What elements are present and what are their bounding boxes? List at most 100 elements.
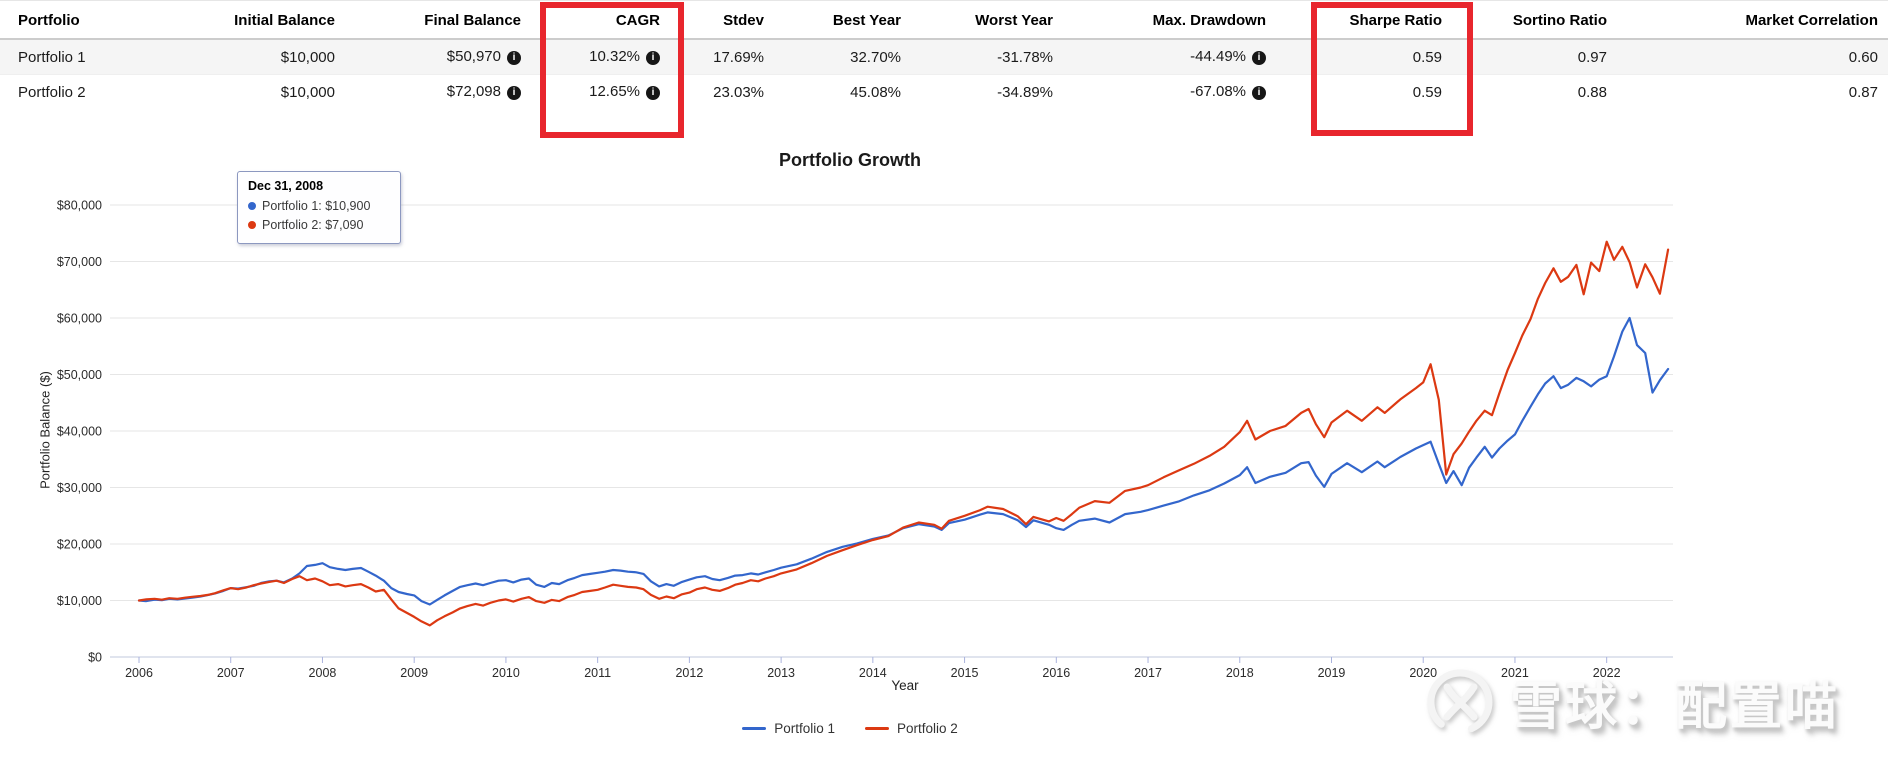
column-header: Final Balance [424, 12, 521, 29]
x-tick-label: 2016 [1042, 666, 1070, 680]
table-cell: -67.08% i [1063, 75, 1276, 110]
x-tick-label: 2022 [1593, 666, 1621, 680]
y-tick-label: $0 [88, 651, 102, 665]
table-row: Portfolio 1 $10,000 $50,970 i 10.32% i 17.69% 3… [0, 39, 1888, 75]
column-header: Portfolio [18, 12, 80, 29]
cell-value: 0.60 [1848, 48, 1878, 66]
column-header: Best Year [832, 12, 901, 29]
y-axis-title: Portfolio Balance ($) [37, 371, 53, 489]
legend-line-icon [742, 727, 767, 730]
x-tick-label: 2009 [400, 666, 428, 680]
x-axis-title: Year [891, 678, 919, 693]
cell-value: 0.59 [1412, 83, 1442, 101]
cell-value: 23.03% [713, 83, 764, 101]
column-header: Stdev [723, 12, 764, 29]
cell-value: -31.78% [997, 48, 1053, 66]
series-dot-icon [248, 221, 256, 230]
cell-value: 0.59 [1412, 48, 1442, 66]
cell-value: $72,098 [446, 83, 501, 100]
column-header: Market Correlation [1745, 12, 1878, 29]
table-cell: 0.97 [1452, 39, 1617, 75]
table-cell: -31.78% [911, 39, 1063, 75]
x-tick-label: 2011 [584, 666, 611, 680]
cell-value: Portfolio 1 [18, 48, 86, 66]
column-header: Sortino Ratio [1512, 12, 1607, 29]
x-tick-label: 2007 [217, 666, 245, 680]
table-cell: 23.03% [670, 75, 774, 110]
table-cell: Portfolio 2 [0, 75, 170, 110]
table-cell: 0.59 [1276, 75, 1452, 110]
tooltip-entry-text: Portfolio 2: $7,090 [262, 217, 364, 232]
tooltip-entry-text: Portfolio 1: $10,900 [262, 199, 371, 213]
cell-value: $10,000 [280, 83, 335, 101]
x-tick-label: 2014 [859, 666, 887, 680]
legend-item-portfolio-1: Portfolio 1 [742, 721, 835, 736]
cell-value: 0.97 [1577, 48, 1607, 66]
info-icon[interactable]: i [507, 51, 521, 65]
cell-value: Portfolio 2 [18, 83, 86, 101]
cell-value: 32.70% [850, 48, 901, 66]
table-cell: 17.69% [670, 39, 774, 75]
table-cell: $10,000 [170, 39, 345, 75]
info-icon[interactable]: i [1252, 51, 1266, 65]
portfolio-2-line[interactable] [137, 240, 1670, 627]
cagr-highlight-box [540, 2, 684, 138]
x-tick-label: 2015 [951, 666, 979, 680]
cell-value: 10.32% [589, 48, 640, 65]
chart-title: Portfolio Growth [779, 150, 921, 170]
info-icon[interactable]: i [507, 86, 521, 100]
cell-value: 0.87 [1848, 83, 1878, 101]
x-tick-label: 2020 [1409, 666, 1437, 680]
y-tick-label: $10,000 [57, 594, 102, 608]
chart-legend: Portfolio 1 Portfolio 2 [110, 721, 1590, 736]
table-cell: 0.60 [1617, 39, 1888, 75]
info-icon[interactable]: i [646, 86, 660, 100]
table-cell: Portfolio 1 [0, 39, 170, 75]
table-cell: 32.70% [774, 39, 911, 75]
portfolio-1-line[interactable] [137, 316, 1670, 606]
table-cell: -34.89% [911, 75, 1063, 110]
table-cell: 0.87 [1617, 75, 1888, 110]
info-icon[interactable]: i [646, 51, 660, 65]
cell-value: 17.69% [713, 48, 764, 66]
x-tick-label: 2010 [492, 666, 520, 680]
column-header: CAGR [615, 12, 660, 29]
x-tick-label: 2012 [675, 666, 703, 680]
table-header-row: Portfolio Initial Balance Final Balance CAG… [0, 1, 1888, 39]
legend-line-icon [865, 727, 889, 730]
cell-value: -67.08% [1190, 83, 1246, 100]
y-tick-label: $70,000 [57, 255, 102, 269]
table-cell: 12.65% i [531, 75, 670, 110]
portfolio-stats-table: Portfolio Initial Balance Final Balance CAG… [0, 0, 1888, 109]
table-cell: 0.88 [1452, 75, 1617, 110]
x-tick-label: 2021 [1501, 666, 1529, 680]
sharpe-ratio-highlight-box [1311, 2, 1473, 136]
legend-item-portfolio-2: Portfolio 2 [865, 721, 958, 736]
cell-value: -44.49% [1190, 48, 1246, 65]
table-cell: 45.08% [774, 75, 911, 110]
series-dot-icon [248, 202, 256, 211]
cell-value: 45.08% [850, 83, 901, 101]
y-tick-label: $80,000 [57, 199, 102, 213]
x-tick-label: 2017 [1134, 666, 1162, 680]
x-tick-label: 2019 [1318, 666, 1346, 680]
y-tick-label: $60,000 [57, 312, 102, 326]
table-cell: -44.49% i [1063, 39, 1276, 75]
tooltip-entry: Portfolio 2: $7,090 [248, 216, 390, 235]
table-cell: $10,000 [170, 75, 345, 110]
x-tick-label: 2008 [309, 666, 337, 680]
y-tick-label: $50,000 [57, 368, 102, 382]
table-cell: 10.32% i [531, 39, 670, 75]
cell-value: $10,000 [280, 48, 335, 66]
cell-value: $50,970 [446, 48, 501, 65]
cell-value: 0.88 [1577, 83, 1607, 101]
column-header: Initial Balance [234, 12, 335, 29]
x-tick-label: 2006 [125, 666, 153, 680]
info-icon[interactable]: i [1252, 86, 1266, 100]
column-header: Max. Drawdown [1152, 12, 1266, 29]
cell-value: -34.89% [997, 83, 1053, 101]
legend-label: Portfolio 1 [774, 721, 835, 736]
y-tick-label: $30,000 [57, 481, 102, 495]
